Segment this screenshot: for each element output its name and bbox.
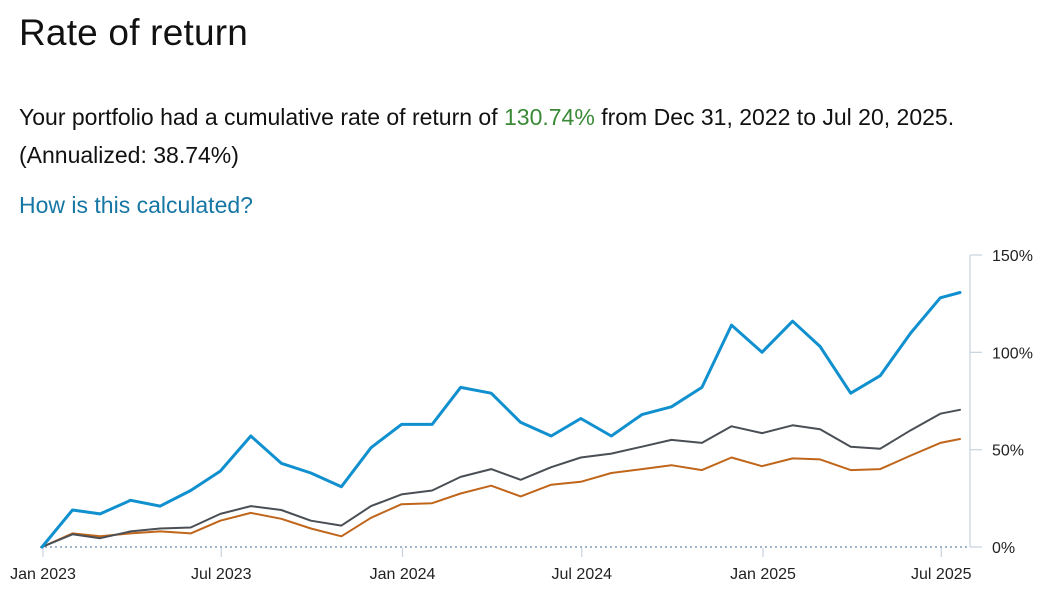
x-tick-label: Jan 2023 (10, 566, 76, 583)
x-tick-label: Jan 2025 (730, 566, 796, 583)
y-tick-label: 0% (992, 540, 1015, 557)
x-tick-label: Jan 2024 (370, 566, 436, 583)
summary-suffix: from Dec 31, 2022 to Jul 20, 2025. (Annu… (19, 104, 955, 168)
benchmark-dark-line (41, 408, 961, 548)
rate-of-return-chart: 0% 50% 100% 150% Jan 2023 Jul 2023 Jan 2024 Jul… (0, 230, 1062, 610)
x-tick-label: Jul 2024 (552, 566, 613, 583)
page-title: Rate of return (19, 12, 249, 53)
portfolio-line (40, 291, 962, 549)
y-tick-label: 50% (992, 443, 1024, 460)
benchmark-orange-line (41, 438, 961, 548)
rate-of-return-chart-svg: 0% 50% 100% 150% Jan 2023 Jul 2023 Jan 2024 Jul… (10, 248, 1033, 583)
x-tick-label: Jul 2023 (191, 566, 252, 583)
y-tick-label: 100% (992, 345, 1033, 362)
how-calculated-link[interactable]: How is this calculated? (19, 192, 253, 218)
x-tick-label: Jul 2025 (911, 566, 972, 583)
cumulative-return-value: 130.74% (504, 104, 595, 130)
summary-prefix: Your portfolio had a cumulative rate of … (19, 104, 504, 130)
return-summary: Your portfolio had a cumulative rate of … (19, 98, 1039, 174)
y-tick-label: 150% (992, 248, 1033, 265)
